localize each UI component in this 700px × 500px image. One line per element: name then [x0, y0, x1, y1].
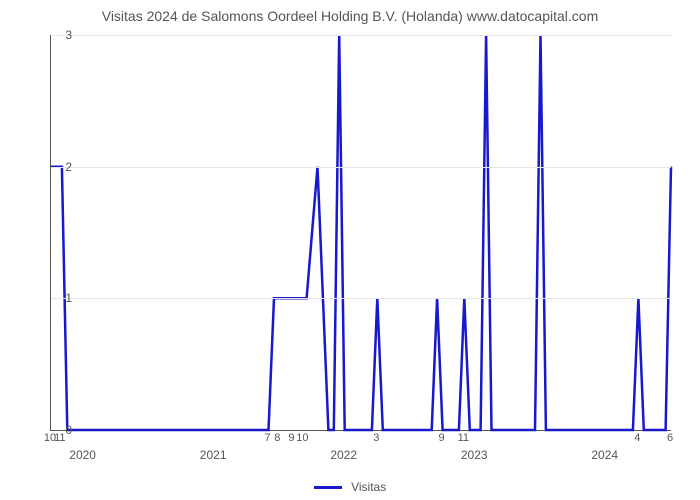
x-tick-label-month: 11: [54, 432, 65, 444]
x-tick-label-month: 4: [634, 432, 640, 444]
x-tick-label-month: 6: [667, 432, 673, 444]
x-tick-label-year: 2022: [330, 448, 357, 462]
chart-container: Visitas 2024 de Salomons Oordeel Holding…: [0, 0, 700, 500]
y-tick-label: 0: [65, 423, 72, 437]
x-tick-label-year: 2024: [591, 448, 618, 462]
plot-area: [50, 35, 671, 431]
x-tick-label-month: 11: [458, 432, 469, 444]
visitas-line: [51, 35, 671, 430]
x-tick-label-year: 2021: [200, 448, 227, 462]
line-path-svg: [51, 35, 671, 430]
legend: Visitas: [0, 480, 700, 494]
legend-label: Visitas: [351, 480, 386, 494]
y-tick-label: 3: [65, 28, 72, 42]
x-tick-label-year: 2020: [69, 448, 96, 462]
grid-line: [51, 167, 671, 168]
x-tick-label-month: 7: [264, 432, 270, 444]
chart-title: Visitas 2024 de Salomons Oordeel Holding…: [0, 8, 700, 24]
x-tick-label-month: 8: [274, 432, 280, 444]
y-tick-label: 2: [65, 160, 72, 174]
grid-line: [51, 35, 671, 36]
y-tick-label: 1: [65, 291, 72, 305]
x-tick-label-month: 10: [296, 432, 308, 444]
x-tick-label-month: 9: [288, 432, 294, 444]
grid-line: [51, 298, 671, 299]
x-tick-label-month: 3: [373, 432, 379, 444]
legend-swatch: [314, 486, 342, 489]
x-tick-label-year: 2023: [461, 448, 488, 462]
x-tick-label-month: 9: [439, 432, 445, 444]
